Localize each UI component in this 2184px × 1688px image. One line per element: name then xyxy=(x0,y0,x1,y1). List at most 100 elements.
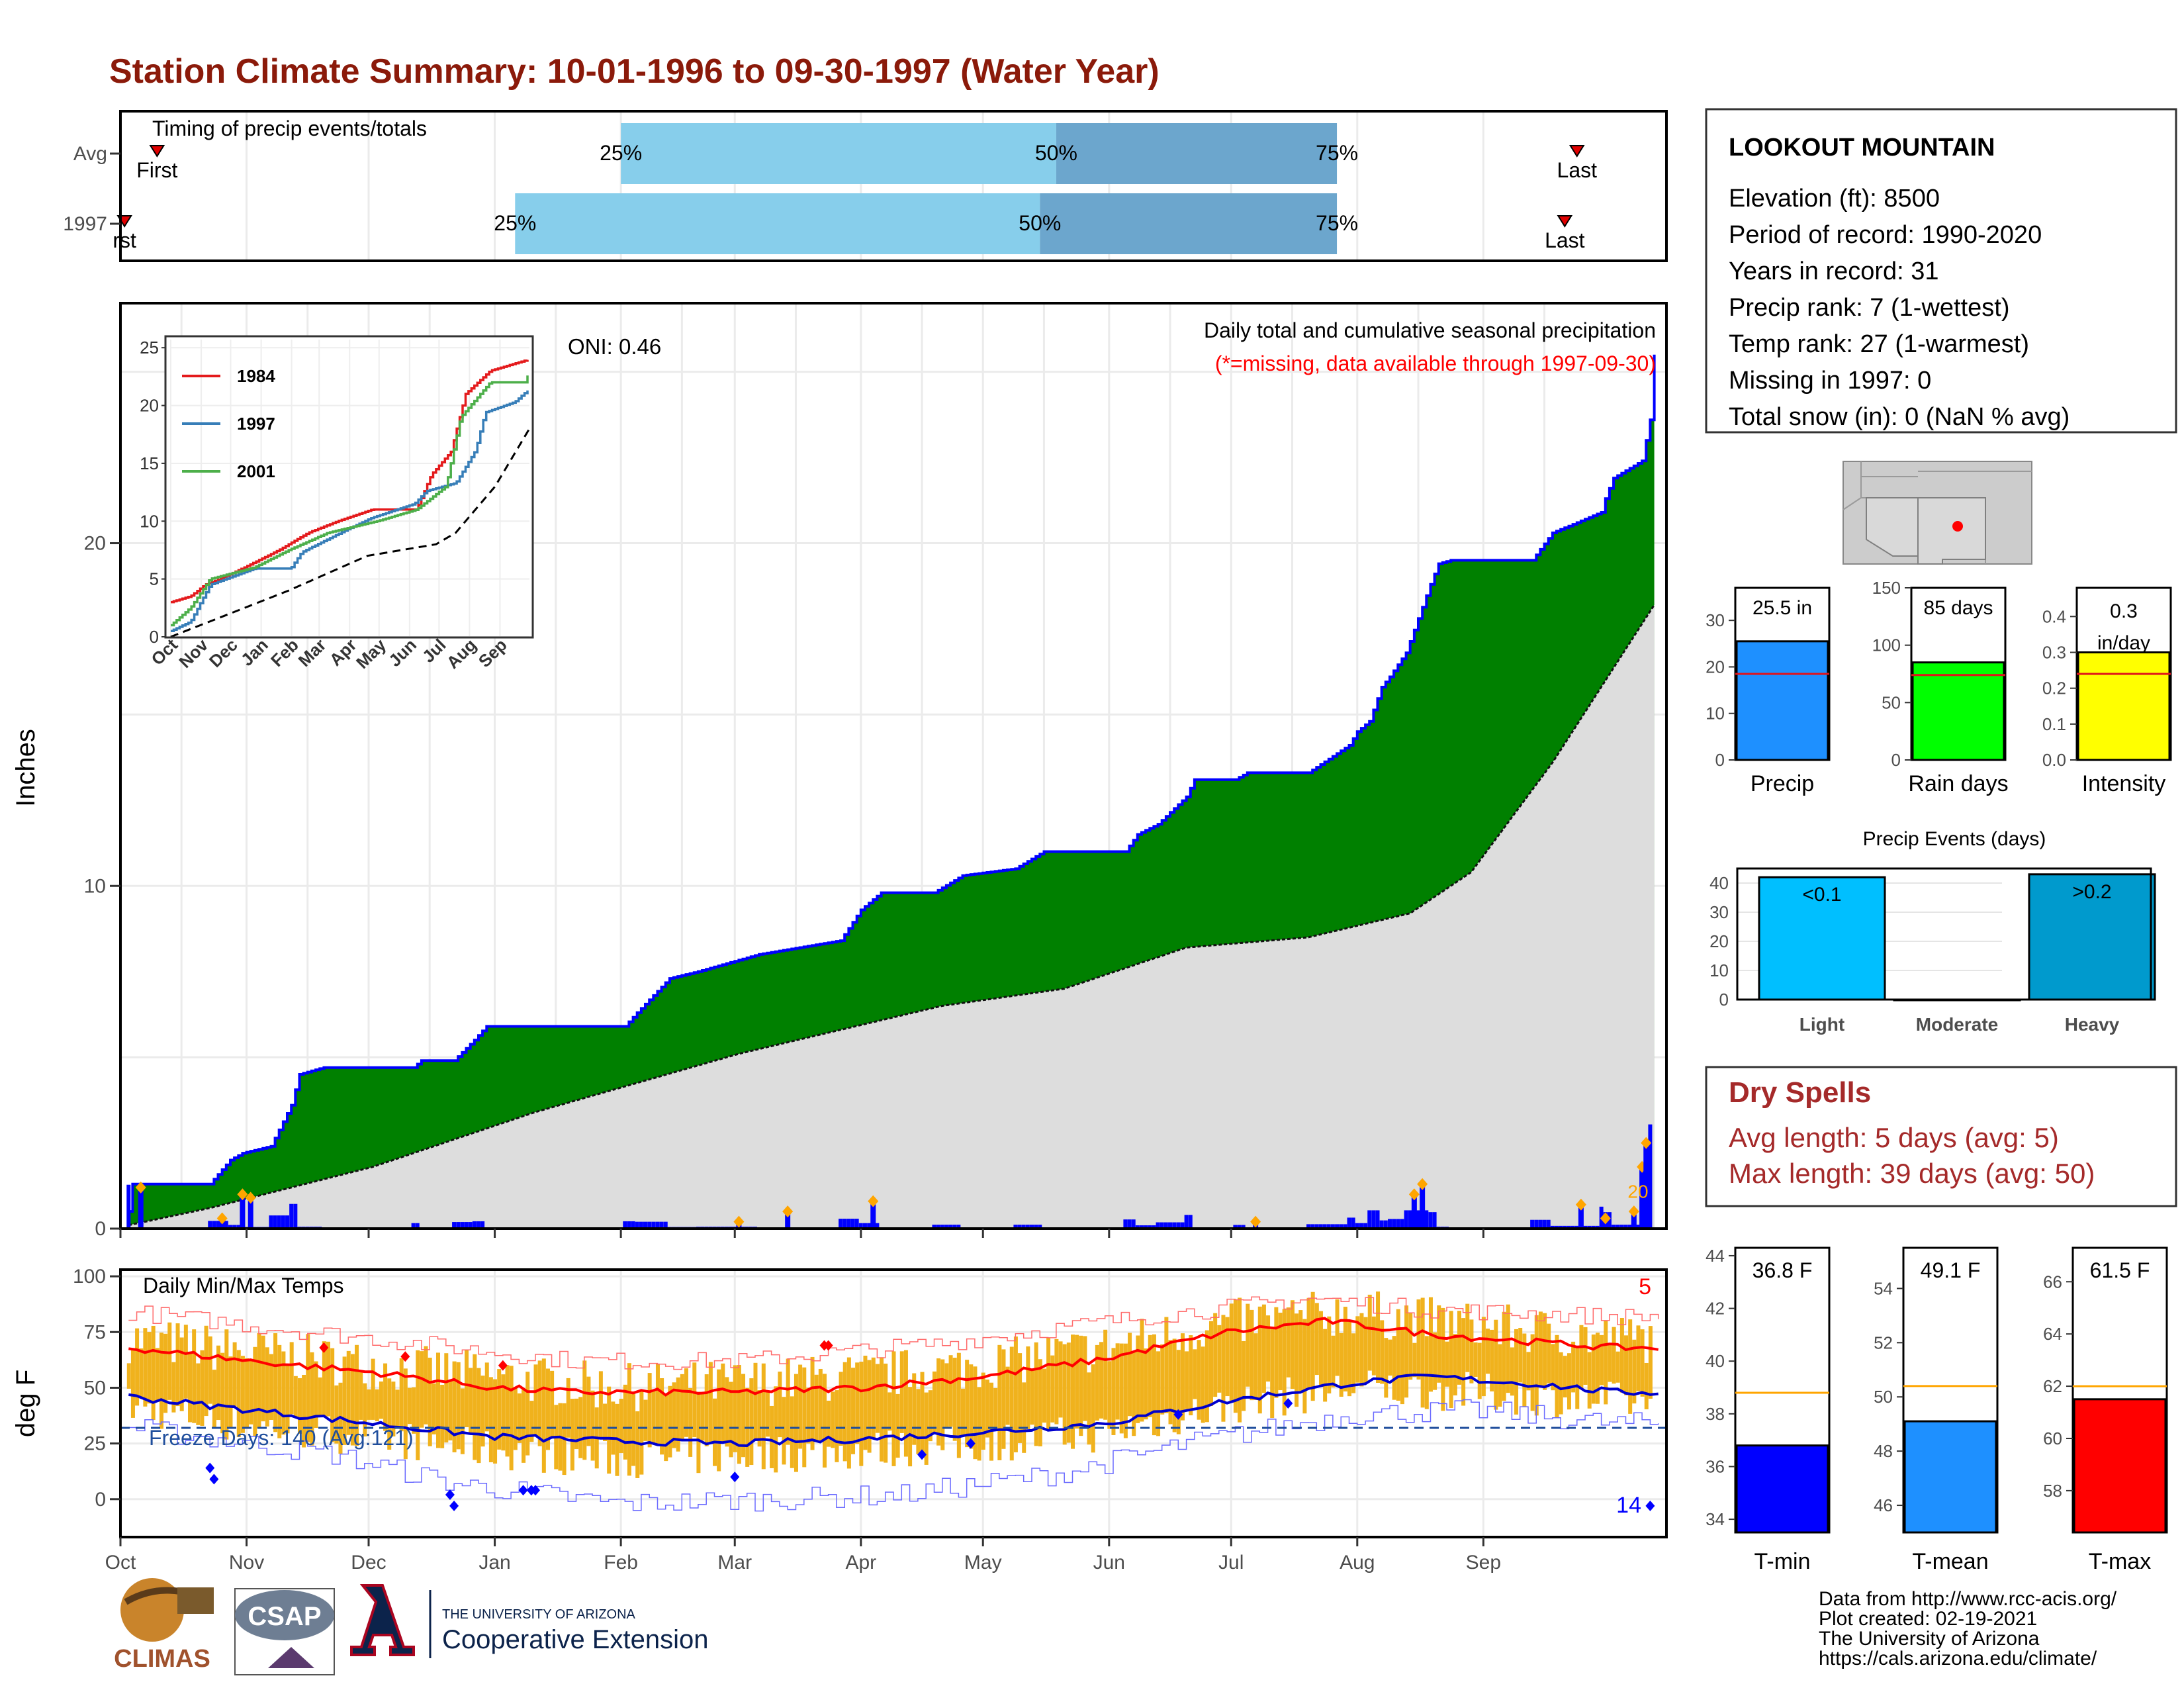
events-bar-label-heavy: >0.2 xyxy=(2072,881,2111,903)
inset-ytick-label-20: 20 xyxy=(140,396,159,416)
daily-temp-range-bar xyxy=(1013,1336,1018,1452)
daily-temp-range-bar xyxy=(269,1354,273,1421)
csap-logo[interactable]: CSAP xyxy=(234,1588,335,1675)
daily-temp-range-bar xyxy=(1359,1313,1364,1387)
temp-ytick-label-100: 100 xyxy=(73,1266,106,1288)
daily-precip-bar xyxy=(1172,1222,1177,1229)
csap-logo-mountain xyxy=(268,1647,314,1668)
daily-precip-peak-marker-0 xyxy=(135,1181,146,1194)
daily-temp-range-bar xyxy=(1246,1303,1250,1387)
precip-note-missing: (*=missing, data available through 1997-… xyxy=(1215,352,1656,375)
daily-precip-bar xyxy=(224,1221,228,1229)
daily-precip-bar xyxy=(1038,1225,1042,1229)
record-low-marker-10 xyxy=(1173,1409,1183,1420)
daily-precip-bar xyxy=(1615,1225,1620,1229)
daily-temp-range-bar xyxy=(627,1363,631,1476)
events-category-label-moderate: Moderate xyxy=(1916,1014,1998,1035)
daily-temp-range-bar xyxy=(1587,1352,1592,1409)
temp-ytick-label-50: 50 xyxy=(84,1377,106,1399)
precip-frame xyxy=(119,302,1668,1230)
station-snow: Total snow (in): 0 (NaN % avg) xyxy=(1729,403,2070,431)
inset-frame xyxy=(164,335,534,639)
daily-temp-range-bar xyxy=(204,1325,208,1417)
daily-temp-range-bar xyxy=(598,1371,603,1439)
daily-temp-range-bar xyxy=(159,1333,163,1429)
events-ytick-label-0: 0 xyxy=(1719,990,1729,1009)
record-min-line xyxy=(128,1399,1659,1512)
daily-temp-range-bar xyxy=(916,1389,921,1454)
daily-temp-range-bar xyxy=(1030,1370,1034,1425)
daily-temp-range-bar xyxy=(1437,1305,1441,1383)
daily-precip-bar xyxy=(1550,1225,1555,1229)
cumulative-precip-line xyxy=(128,354,1656,1213)
daily-temp-range-bar xyxy=(1547,1323,1551,1383)
inset-ytick-label-0: 0 xyxy=(150,627,159,647)
daily-temp-range-bar xyxy=(147,1332,152,1404)
daily-temp-range-bar xyxy=(488,1377,493,1462)
daily-temp-range-bar xyxy=(1502,1311,1506,1401)
daily-temp-range-bar xyxy=(1172,1338,1177,1432)
daily-temp-range-bar xyxy=(1608,1345,1612,1382)
daily-precip-bar xyxy=(468,1222,473,1229)
daily-temp-range-bar xyxy=(1213,1313,1218,1397)
daily-temp-range-bar xyxy=(367,1389,371,1420)
month-label-aug: Aug xyxy=(1340,1552,1375,1573)
daily-precip-bar xyxy=(1379,1220,1384,1229)
daily-temp-range-bar xyxy=(1144,1348,1148,1420)
daily-precip-peak-marker-10 xyxy=(1575,1198,1586,1211)
daily-temp-range-bar xyxy=(822,1374,827,1468)
precip-ytick-label-0: 0 xyxy=(95,1218,106,1240)
daily-temp-range-bar xyxy=(899,1351,904,1433)
record-low-marker-4 xyxy=(518,1485,528,1496)
record-low-marker-9 xyxy=(966,1438,976,1449)
temp-ytick-label-0: 0 xyxy=(95,1489,106,1511)
daily-temp-range-bar xyxy=(314,1361,318,1429)
daily-temp-range-bar xyxy=(253,1346,257,1437)
daily-temp-range-bar xyxy=(550,1370,555,1438)
daily-precip-bar xyxy=(472,1221,477,1229)
daily-temp-range-bar xyxy=(1075,1335,1079,1429)
climas-logo[interactable]: CLIMAS xyxy=(114,1578,214,1673)
daily-temp-range-bar xyxy=(435,1352,440,1448)
daily-temp-range-bar xyxy=(774,1386,778,1473)
daily-precip-bar xyxy=(1363,1223,1368,1229)
daily-temp-range-bar xyxy=(631,1391,636,1466)
daily-temp-range-bar xyxy=(684,1368,688,1437)
daily-precip-bar xyxy=(1355,1223,1359,1229)
temp-ytick-label-75: 75 xyxy=(84,1321,106,1343)
daily-temp-range-bar xyxy=(1250,1309,1254,1401)
inset-chart: 1984199720010510152025OctNovDecJanFebMar… xyxy=(140,335,534,673)
daily-temp-range-bar xyxy=(412,1387,416,1434)
daily-temp-range-bar xyxy=(1062,1344,1067,1445)
daily-temp-range-bar xyxy=(806,1387,811,1444)
daily-precip-peak-marker-6 xyxy=(868,1195,879,1207)
university-of-arizona-logo[interactable]: THE UNIVERSITY OF ARIZONA Cooperative Ex… xyxy=(350,1584,708,1658)
daily-precip-bar xyxy=(232,1225,237,1229)
daily-precip-bar xyxy=(289,1203,294,1229)
daily-precip-bar xyxy=(415,1223,420,1229)
summary-ytick-label-0-10: 10 xyxy=(1706,704,1725,724)
summary-chart-label-2: Intensity xyxy=(2082,771,2166,796)
station-temp-rank: Temp rank: 27 (1-warmest) xyxy=(1729,330,2029,358)
daily-temp-range-bar xyxy=(993,1387,998,1429)
daily-temp-range-bar xyxy=(757,1390,762,1447)
daily-temp-range-bar xyxy=(1371,1316,1376,1376)
daily-temp-range-bar xyxy=(1351,1333,1356,1393)
daily-precip-bar xyxy=(1335,1224,1340,1229)
daily-temp-range-bar xyxy=(525,1372,530,1456)
daily-temp-range-bar xyxy=(1295,1313,1299,1407)
daily-temp-range-bar xyxy=(770,1405,774,1468)
temp-summary-ytick-label-2-58: 58 xyxy=(2043,1481,2062,1501)
temperature-bar-charts: 36.8 F 34 36 38 40 42 44 T-min 49.1 F 46 48 50 52 54 T… xyxy=(1706,1246,2168,1574)
daily-precip-bar xyxy=(858,1223,863,1229)
month-label-feb: Feb xyxy=(604,1552,638,1573)
daily-temp-range-bar xyxy=(480,1376,485,1447)
daily-temp-range-bar xyxy=(1363,1317,1368,1383)
daily-temp-range-bar xyxy=(1619,1317,1624,1393)
events-ytick-label-30: 30 xyxy=(1709,902,1729,922)
daily-temp-range-bar xyxy=(460,1388,465,1454)
daily-temp-range-bar xyxy=(1229,1303,1234,1402)
daily-temp-range-bar xyxy=(1498,1344,1502,1407)
events-bar-label-light: <0.1 xyxy=(1802,884,1841,906)
daily-temp-range-bar xyxy=(1473,1342,1478,1377)
